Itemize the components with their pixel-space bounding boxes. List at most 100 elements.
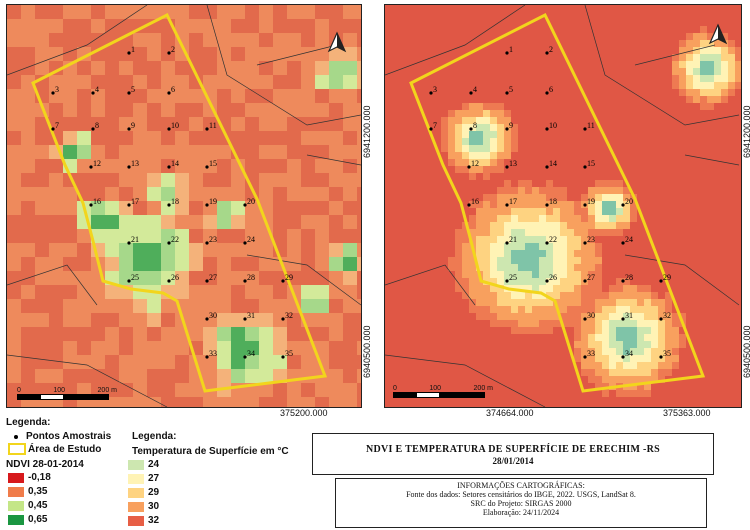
info-src: SRC do Projeto: SIRGAS 2000 xyxy=(470,499,572,508)
svg-text:5: 5 xyxy=(131,85,135,94)
svg-text:28: 28 xyxy=(247,273,255,282)
svg-text:14: 14 xyxy=(171,159,179,168)
scale-label-200: 200 m xyxy=(97,387,117,394)
svg-text:31: 31 xyxy=(625,311,633,320)
svg-text:4: 4 xyxy=(473,85,477,94)
ndvi-legend-item: -0,18 xyxy=(8,472,51,483)
svg-text:11: 11 xyxy=(587,121,595,130)
svg-text:8: 8 xyxy=(473,121,477,130)
svg-text:21: 21 xyxy=(509,235,517,244)
ndvi-legend-item: 0,65 xyxy=(8,514,47,525)
ndvi-swatch xyxy=(8,514,24,525)
map-title-box: NDVI E TEMPERATURA DE SUPERFÍCIE DE EREC… xyxy=(312,433,714,475)
legend-points: Pontos Amostrais xyxy=(10,431,111,442)
svg-text:33: 33 xyxy=(587,349,595,358)
svg-text:22: 22 xyxy=(549,235,557,244)
ndvi-legend-item: 0,35 xyxy=(8,486,47,497)
north-arrow-icon xyxy=(327,31,347,53)
svg-text:12: 12 xyxy=(93,159,101,168)
temperature-overlay xyxy=(708,23,728,45)
svg-text:19: 19 xyxy=(209,197,217,206)
svg-text:17: 17 xyxy=(509,197,517,206)
scale-bar: 0 100 200 m xyxy=(393,385,493,398)
ndvi-swatch xyxy=(8,486,24,497)
temp-legend-item: 27 xyxy=(128,473,159,484)
legend-title: Legenda: xyxy=(132,431,177,442)
temp-y-tick-bottom: 6940500.000 xyxy=(742,325,750,378)
svg-text:6: 6 xyxy=(171,85,175,94)
ndvi-legend-title: NDVI 28-01-2014 xyxy=(6,459,84,470)
svg-text:18: 18 xyxy=(171,197,179,206)
svg-text:27: 27 xyxy=(209,273,217,282)
svg-text:29: 29 xyxy=(285,273,293,282)
svg-text:30: 30 xyxy=(209,311,217,320)
north-arrow-icon xyxy=(708,23,728,45)
ndvi-swatch xyxy=(8,500,24,511)
temp-legend-label: 27 xyxy=(148,473,160,484)
svg-text:26: 26 xyxy=(549,273,557,282)
svg-text:21: 21 xyxy=(131,235,139,244)
map-date: 28/01/2014 xyxy=(492,456,534,466)
svg-text:24: 24 xyxy=(625,235,633,244)
svg-text:13: 13 xyxy=(509,159,517,168)
svg-text:23: 23 xyxy=(587,235,595,244)
svg-text:25: 25 xyxy=(131,273,139,282)
svg-text:26: 26 xyxy=(171,273,179,282)
scale-label-0: 0 xyxy=(393,385,397,392)
svg-text:2: 2 xyxy=(171,45,175,54)
temp-swatch xyxy=(128,459,144,470)
temp-swatch xyxy=(128,515,144,526)
svg-text:5: 5 xyxy=(509,85,513,94)
ndvi-legend-label: -0,18 xyxy=(28,472,51,483)
ndvi-overlay xyxy=(327,31,347,53)
ndvi-x-tick: 375200.000 xyxy=(280,408,328,418)
svg-text:4: 4 xyxy=(95,85,99,94)
svg-text:30: 30 xyxy=(587,311,595,320)
temp-y-tick-top: 6941200.000 xyxy=(742,105,750,158)
svg-text:7: 7 xyxy=(55,121,59,130)
temp-legend-label: 30 xyxy=(148,501,160,512)
legend-title: Legenda: xyxy=(6,417,51,428)
scale-bar: 0 100 200 m xyxy=(17,387,117,400)
svg-text:28: 28 xyxy=(625,273,633,282)
svg-text:29: 29 xyxy=(663,273,671,282)
svg-text:6: 6 xyxy=(549,85,553,94)
svg-text:16: 16 xyxy=(93,197,101,206)
point-icon xyxy=(14,434,18,439)
svg-text:20: 20 xyxy=(247,197,255,206)
svg-text:34: 34 xyxy=(625,349,633,358)
ndvi-legend-label: 0,35 xyxy=(28,486,48,497)
scale-label-200: 200 m xyxy=(473,385,493,392)
svg-text:1: 1 xyxy=(509,45,513,54)
svg-text:35: 35 xyxy=(663,349,671,358)
svg-text:22: 22 xyxy=(171,235,179,244)
svg-text:31: 31 xyxy=(247,311,255,320)
scale-label-0: 0 xyxy=(17,387,21,394)
svg-text:35: 35 xyxy=(285,349,293,358)
scale-label-100: 100 xyxy=(53,387,66,394)
map-title: NDVI E TEMPERATURA DE SUPERFÍCIE DE EREC… xyxy=(365,444,661,455)
ndvi-map[interactable]: 1 2 3 4 5 6 7 8 9 10 11 12 13 14 15 16 17 18 19 20 21 22 23 24 2… xyxy=(6,4,362,408)
svg-text:19: 19 xyxy=(587,197,595,206)
svg-text:25: 25 xyxy=(509,273,517,282)
svg-text:33: 33 xyxy=(209,349,217,358)
svg-text:27: 27 xyxy=(587,273,595,282)
info-source: Fonte dos dados: Setores censitários do … xyxy=(406,490,636,499)
temperature-map[interactable]: 1 2 3 4 5 6 7 8 9 10 11 12 13 14 15 16 17 18 19 20 21 22 23 24 2… xyxy=(384,4,742,408)
scale-label-100: 100 xyxy=(429,385,442,392)
temp-x-tick-left: 374664.000 xyxy=(486,408,534,418)
temp-legend-item: 32 xyxy=(128,515,159,526)
svg-text:13: 13 xyxy=(131,159,139,168)
svg-text:23: 23 xyxy=(209,235,217,244)
svg-text:3: 3 xyxy=(55,85,59,94)
svg-text:18: 18 xyxy=(549,197,557,206)
svg-text:34: 34 xyxy=(247,349,255,358)
svg-text:11: 11 xyxy=(209,121,217,130)
svg-text:1: 1 xyxy=(131,45,135,54)
cartographic-info-box: INFORMAÇÕES CARTOGRÁFICAS: Fonte dos dad… xyxy=(335,478,707,528)
svg-text:10: 10 xyxy=(549,121,557,130)
svg-text:32: 32 xyxy=(663,311,671,320)
svg-text:7: 7 xyxy=(433,121,437,130)
